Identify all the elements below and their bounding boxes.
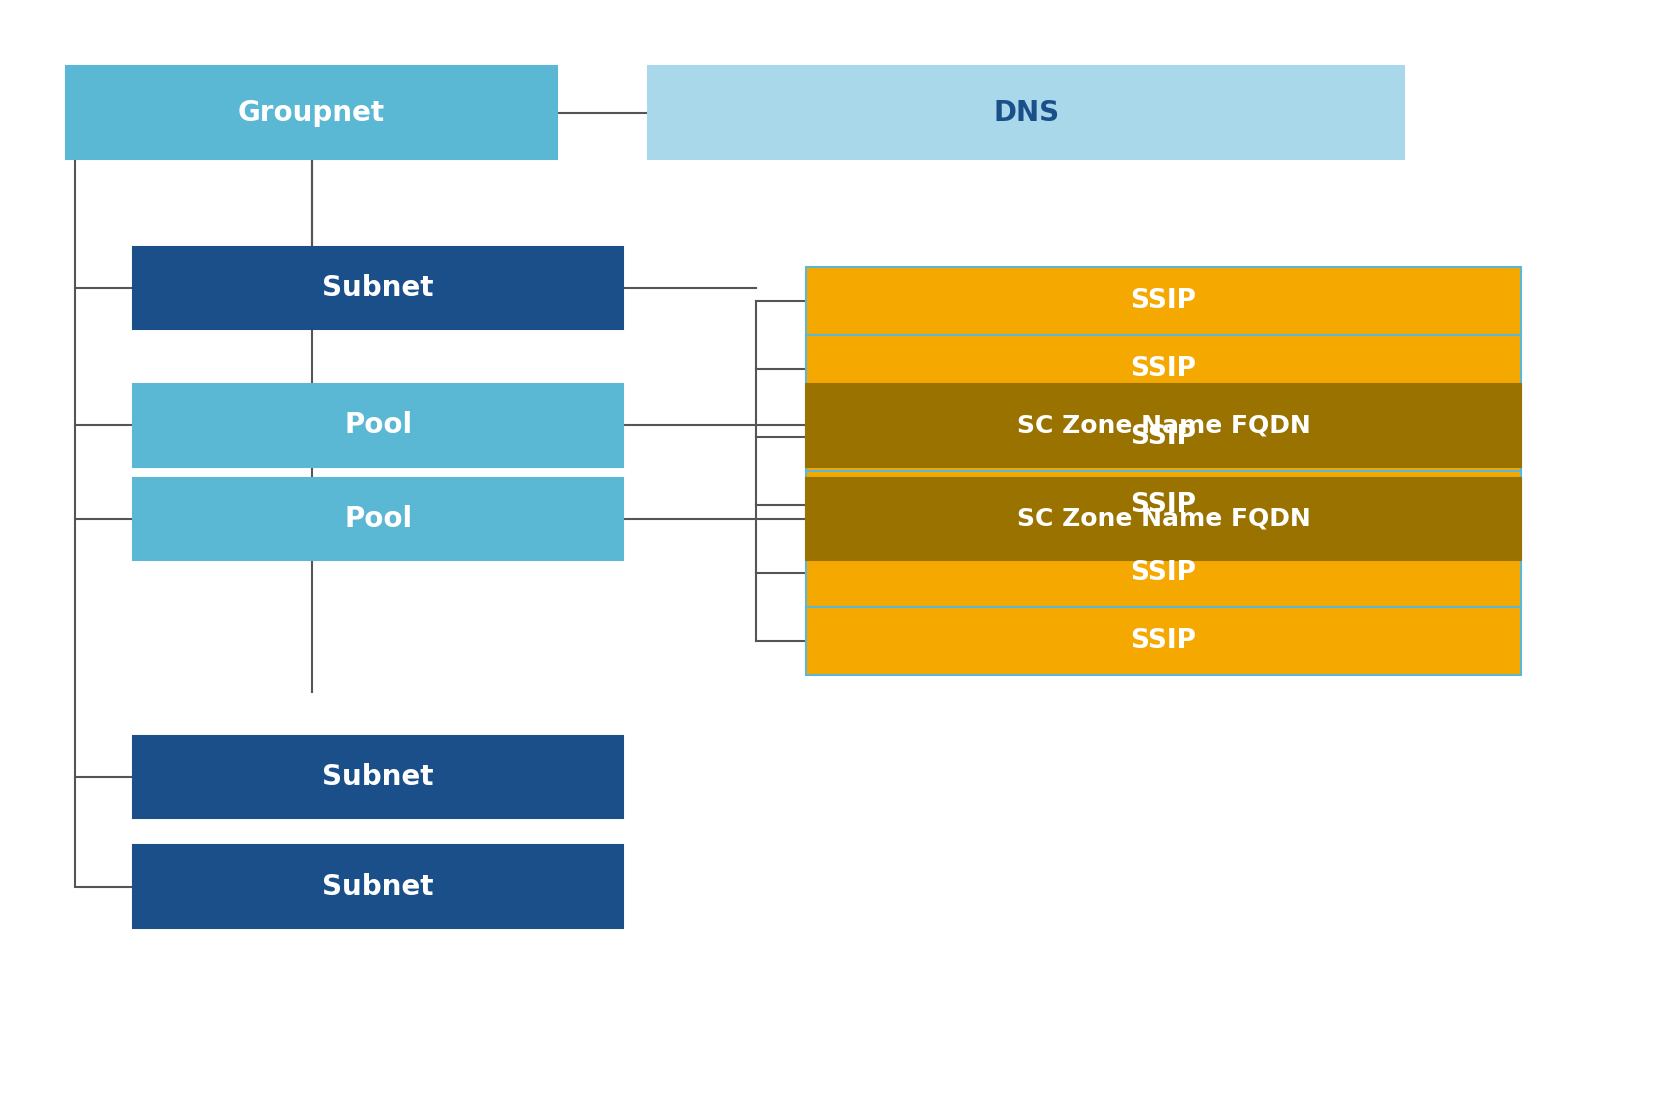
Text: SSIP: SSIP	[1130, 356, 1197, 382]
FancyBboxPatch shape	[133, 478, 623, 560]
FancyBboxPatch shape	[66, 66, 557, 159]
Text: DNS: DNS	[994, 99, 1059, 126]
Text: Subnet: Subnet	[322, 873, 434, 900]
Text: Pool: Pool	[344, 505, 412, 533]
Text: Subnet: Subnet	[322, 763, 434, 791]
FancyBboxPatch shape	[133, 384, 623, 467]
Text: SC Zone Name FQDN: SC Zone Name FQDN	[1017, 414, 1310, 437]
Text: Groupnet: Groupnet	[238, 99, 386, 126]
FancyBboxPatch shape	[806, 267, 1521, 335]
FancyBboxPatch shape	[806, 478, 1521, 560]
Text: SSIP: SSIP	[1130, 628, 1197, 654]
FancyBboxPatch shape	[806, 539, 1521, 607]
Text: Subnet: Subnet	[322, 274, 434, 302]
FancyBboxPatch shape	[806, 335, 1521, 403]
FancyBboxPatch shape	[648, 66, 1404, 159]
Text: SSIP: SSIP	[1130, 424, 1197, 450]
Text: SSIP: SSIP	[1130, 492, 1197, 518]
FancyBboxPatch shape	[806, 403, 1521, 471]
Text: SSIP: SSIP	[1130, 288, 1197, 314]
FancyBboxPatch shape	[806, 607, 1521, 675]
FancyBboxPatch shape	[133, 736, 623, 818]
Text: Pool: Pool	[344, 412, 412, 439]
FancyBboxPatch shape	[806, 471, 1521, 539]
FancyBboxPatch shape	[133, 247, 623, 329]
Text: SC Zone Name FQDN: SC Zone Name FQDN	[1017, 507, 1310, 530]
Text: SSIP: SSIP	[1130, 560, 1197, 586]
FancyBboxPatch shape	[133, 845, 623, 928]
FancyBboxPatch shape	[806, 384, 1521, 467]
